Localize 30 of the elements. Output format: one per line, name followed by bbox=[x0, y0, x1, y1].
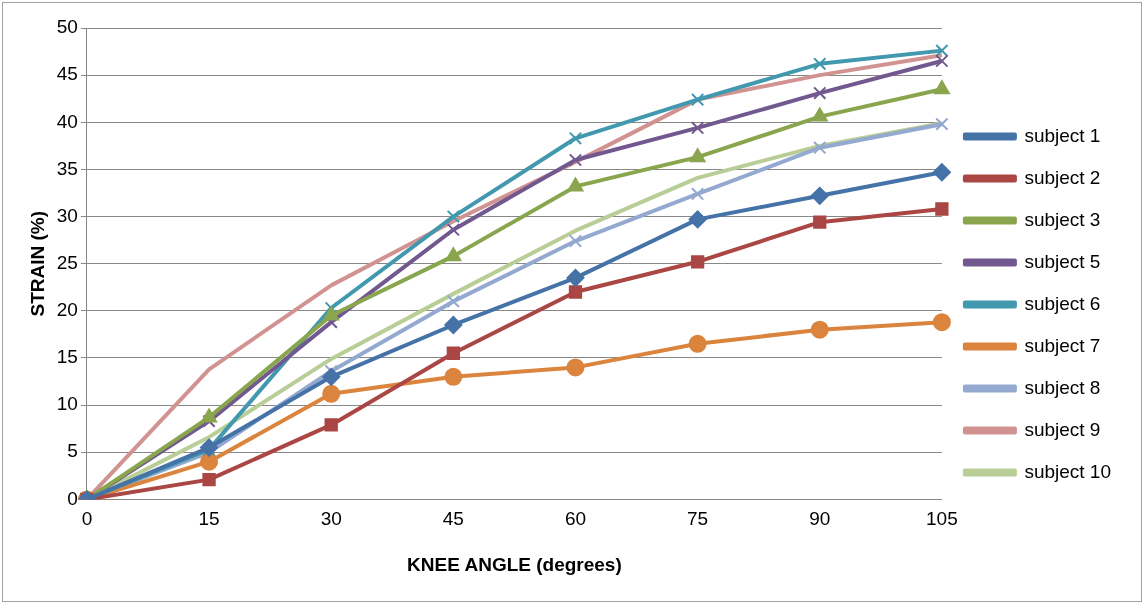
y-tick-label: 15 bbox=[56, 346, 78, 368]
y-tick-label: 45 bbox=[56, 63, 78, 85]
y-tick-label: 20 bbox=[56, 299, 78, 321]
y-tick-label: 30 bbox=[56, 204, 78, 226]
x-tick-label: 105 bbox=[926, 508, 958, 530]
y-tick-label: 35 bbox=[56, 157, 78, 179]
legend-label: subject 1 bbox=[1024, 124, 1101, 146]
y-tick-label: 0 bbox=[67, 487, 78, 509]
x-axis-title: KNEE ANGLE (degrees) bbox=[407, 553, 622, 575]
x-tick-label: 60 bbox=[564, 508, 587, 530]
y-tick-label: 25 bbox=[56, 251, 78, 273]
legend-label: subject 7 bbox=[1024, 334, 1101, 356]
legend-label: subject 10 bbox=[1024, 460, 1112, 482]
x-tick-label: 15 bbox=[198, 508, 220, 530]
legend-label: subject 8 bbox=[1024, 376, 1101, 398]
y-tick-label: 50 bbox=[56, 16, 78, 38]
legend-label: subject 3 bbox=[1024, 208, 1101, 230]
x-tick-label: 0 bbox=[81, 508, 93, 530]
x-tick-label: 30 bbox=[320, 508, 342, 530]
y-axis-title: STRAIN (%) bbox=[26, 210, 48, 317]
x-tick-label: 90 bbox=[809, 508, 831, 530]
legend-label: subject 2 bbox=[1024, 166, 1101, 188]
y-tick-label: 40 bbox=[56, 110, 78, 132]
legend-label: subject 9 bbox=[1024, 418, 1101, 440]
x-tick-label: 75 bbox=[687, 508, 709, 530]
x-tick-label: 45 bbox=[442, 508, 464, 530]
legend-label: subject 5 bbox=[1024, 250, 1101, 272]
y-tick-label: 10 bbox=[56, 393, 78, 415]
y-tick-label: 5 bbox=[67, 440, 78, 462]
legend-label: subject 6 bbox=[1024, 292, 1101, 314]
